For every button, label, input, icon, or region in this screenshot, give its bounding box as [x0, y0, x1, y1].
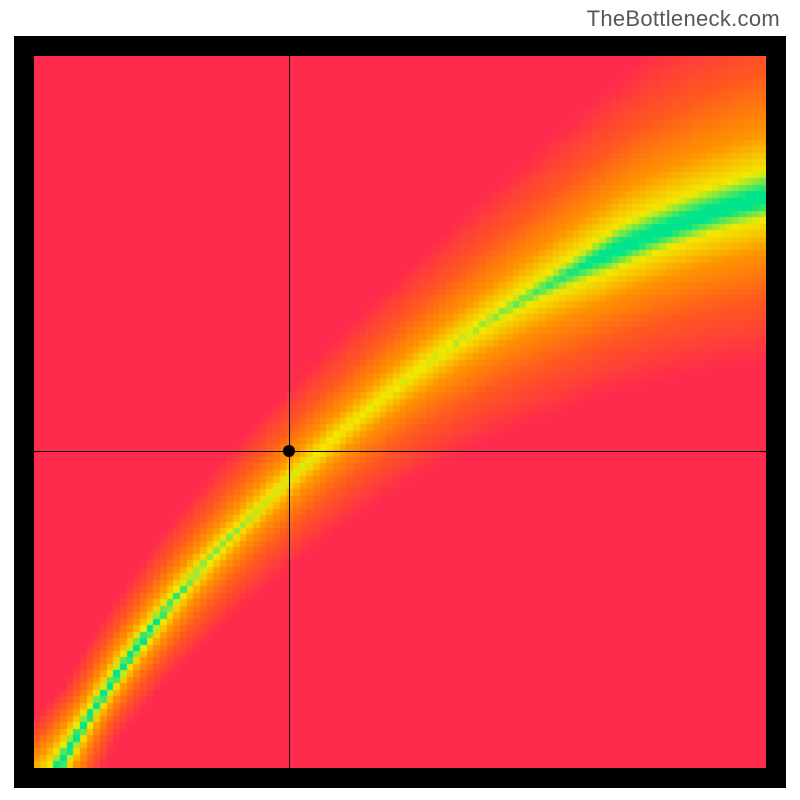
heatmap-canvas — [34, 56, 766, 768]
figure-wrap: TheBottleneck.com — [0, 0, 800, 800]
watermark-text: TheBottleneck.com — [587, 6, 780, 32]
plot-outer-border — [14, 36, 786, 788]
plot-area — [34, 56, 766, 768]
